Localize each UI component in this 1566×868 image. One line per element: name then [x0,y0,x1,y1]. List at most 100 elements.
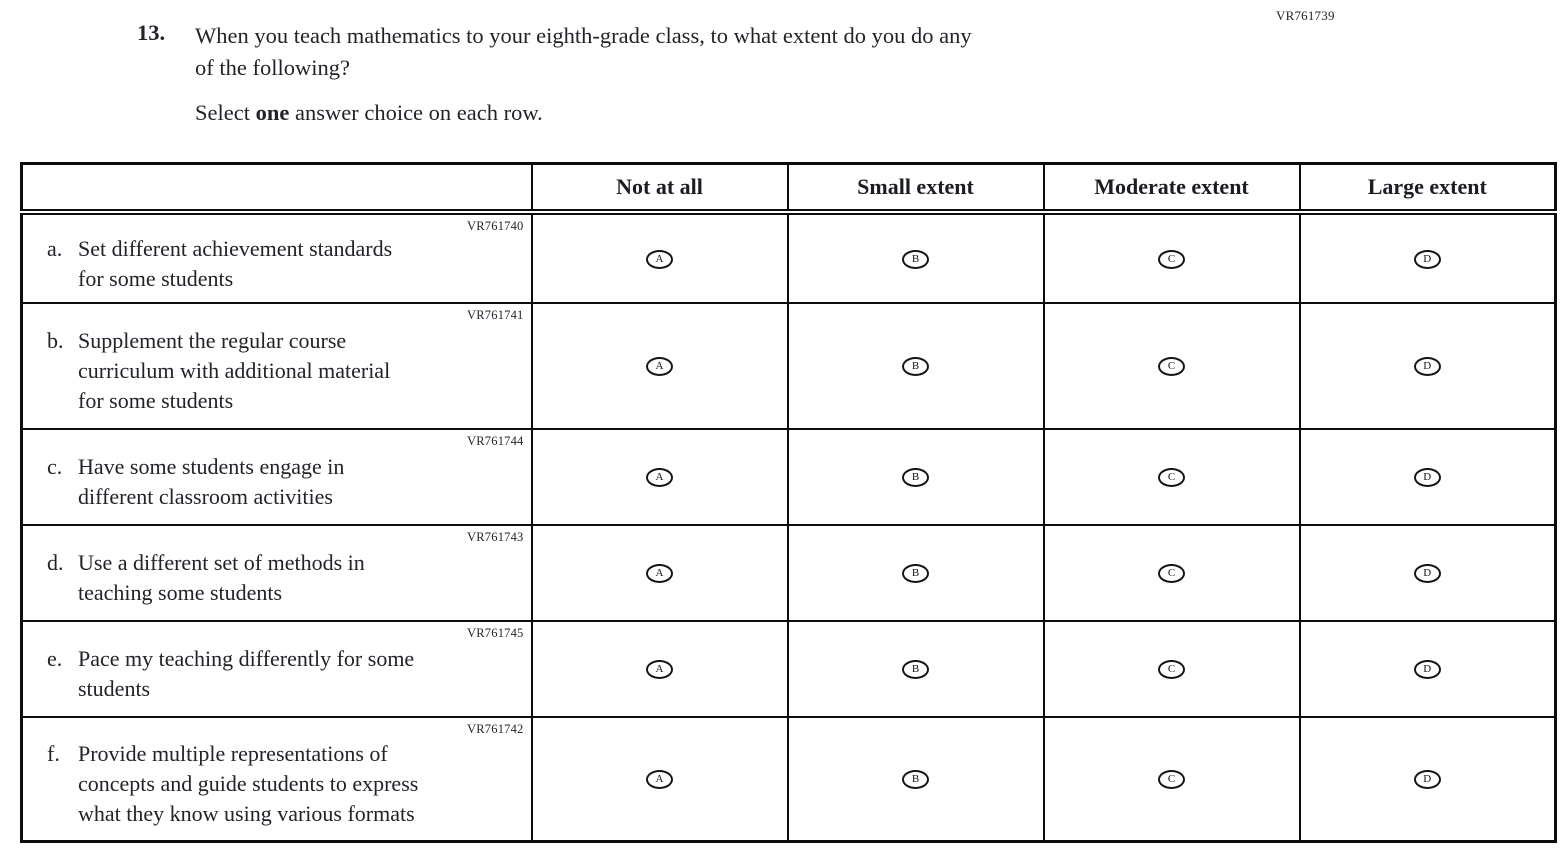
row-b-form-code: VR761741 [467,308,524,322]
answer-bubble-a[interactable]: A [646,660,673,679]
bubble-letter: C [1167,772,1176,785]
answer-bubble-b[interactable]: B [902,357,929,376]
row-c-text: Have some students engage in different c… [78,454,345,509]
row-d-cell-moderate-extent: C [1042,524,1301,622]
page-form-code: VR761739 [1276,8,1335,23]
answer-bubble-c[interactable]: C [1158,357,1185,376]
bubble-letter: A [655,772,664,785]
row-e-cell-not-at-all: A [530,620,789,718]
bubble-letter: C [1167,360,1176,372]
bubble-letter: A [655,252,664,265]
answer-bubble-d[interactable]: D [1413,660,1441,679]
row-b-cell-moderate-extent: C [1042,302,1301,430]
table-row-e: VR761745 e. Pace my teaching differently… [20,620,1557,718]
answer-bubble-d[interactable]: D [1413,769,1441,789]
row-f-cell-large-extent: D [1298,716,1557,842]
row-a-cell-not-at-all: A [530,211,789,304]
row-b-text: Supplement the regular course curriculum… [78,328,391,413]
row-e-cell-small-extent: B [786,620,1045,718]
instruction-bold-word: one [255,99,290,125]
bubble-letter: A [655,360,664,372]
bubble-letter: D [1423,471,1432,483]
answer-bubble-c[interactable]: C [1158,660,1185,679]
row-b-cell-not-at-all: A [530,302,789,430]
answer-bubble-a[interactable]: A [646,564,673,583]
row-a-letter: a. [47,235,63,261]
response-matrix-table: Not at all Small extent Moderate extent … [20,162,1557,843]
row-c-label-cell: VR761744 c. Have some students engage in… [20,428,533,526]
row-d-cell-small-extent: B [786,524,1045,622]
row-f-label-cell: VR761742 f. Provide multiple representat… [20,716,533,842]
row-d-letter: d. [47,550,64,576]
answer-bubble-b[interactable]: B [902,468,929,487]
row-c-cell-moderate-extent: C [1042,428,1301,526]
column-header-moderate-extent: Moderate extent [1042,162,1301,215]
row-e-text: Pace my teaching differently for some st… [78,646,415,701]
row-d-cell-large-extent: D [1298,524,1557,622]
question-body: When you teach mathematics to your eight… [195,20,972,126]
bubble-letter: B [911,772,920,785]
bubble-letter: D [1423,567,1432,579]
answer-bubble-b[interactable]: B [902,249,929,269]
bubble-letter: B [911,663,920,675]
answer-bubble-d[interactable]: D [1413,564,1441,583]
row-e-cell-moderate-extent: C [1042,620,1301,718]
table-row-f: VR761742 f. Provide multiple representat… [20,716,1557,842]
row-b-letter: b. [47,328,64,354]
answer-bubble-d[interactable]: D [1413,249,1441,269]
answer-bubble-b[interactable]: B [902,660,929,679]
row-b-cell-large-extent: D [1298,302,1557,430]
table-row-c: VR761744 c. Have some students engage in… [20,428,1557,526]
answer-bubble-c[interactable]: C [1158,769,1185,789]
bubble-letter: B [911,471,920,483]
header-row: Not at all Small extent Moderate extent … [20,162,1557,215]
answer-bubble-c[interactable]: C [1158,468,1185,487]
row-f-letter: f. [47,740,60,766]
instruction-suffix: answer choice on each row. [289,99,543,125]
answer-bubble-d[interactable]: D [1413,468,1441,487]
question-block: 13. When you teach mathematics to your e… [137,20,972,126]
answer-bubble-d[interactable]: D [1413,357,1441,376]
table-row-d: VR761743 d. Use a different set of metho… [20,524,1557,622]
answer-bubble-b[interactable]: B [902,769,929,789]
question-instruction: Select one answer choice on each row. [195,100,972,126]
bubble-letter: D [1423,360,1432,372]
row-a-text: Set different achievement standards for … [78,235,393,291]
row-b-label-cell: VR761741 b. Supplement the regular cours… [20,302,533,430]
bubble-letter: A [655,471,664,483]
row-b-cell-small-extent: B [786,302,1045,430]
row-c-cell-large-extent: D [1298,428,1557,526]
answer-bubble-a[interactable]: A [646,249,673,269]
row-a-cell-small-extent: B [786,211,1045,304]
answer-bubble-a[interactable]: A [646,468,673,487]
row-d-cell-not-at-all: A [530,524,789,622]
row-f-cell-small-extent: B [786,716,1045,842]
row-e-label-cell: VR761745 e. Pace my teaching differently… [20,620,533,718]
answer-bubble-a[interactable]: A [646,769,673,789]
answer-bubble-b[interactable]: B [902,564,929,583]
row-e-cell-large-extent: D [1298,620,1557,718]
answer-bubble-a[interactable]: A [646,357,673,376]
answer-bubble-c[interactable]: C [1158,564,1185,583]
row-c-letter: c. [47,454,63,480]
bubble-letter: D [1423,252,1432,265]
bubble-letter: A [655,663,664,675]
bubble-letter: D [1423,772,1432,785]
row-f-form-code: VR761742 [467,722,524,736]
stub-header-cell [20,162,533,215]
row-d-label-cell: VR761743 d. Use a different set of metho… [20,524,533,622]
instruction-prefix: Select [195,99,256,125]
question-number: 13. [137,20,166,45]
row-f-cell-not-at-all: A [530,716,789,842]
column-header-large-extent: Large extent [1298,162,1557,215]
column-header-small-extent: Small extent [786,162,1045,215]
bubble-letter: C [1167,663,1176,675]
row-d-text: Use a different set of methods in teachi… [78,550,365,605]
column-header-not-at-all: Not at all [530,162,789,215]
answer-bubble-c[interactable]: C [1158,249,1185,269]
row-a-label-cell: VR761740 a. Set different achievement st… [20,211,533,304]
bubble-letter: B [911,567,920,579]
bubble-letter: C [1167,471,1176,483]
bubble-letter: B [911,252,920,265]
table-row-a: VR761740 a. Set different achievement st… [20,211,1557,304]
